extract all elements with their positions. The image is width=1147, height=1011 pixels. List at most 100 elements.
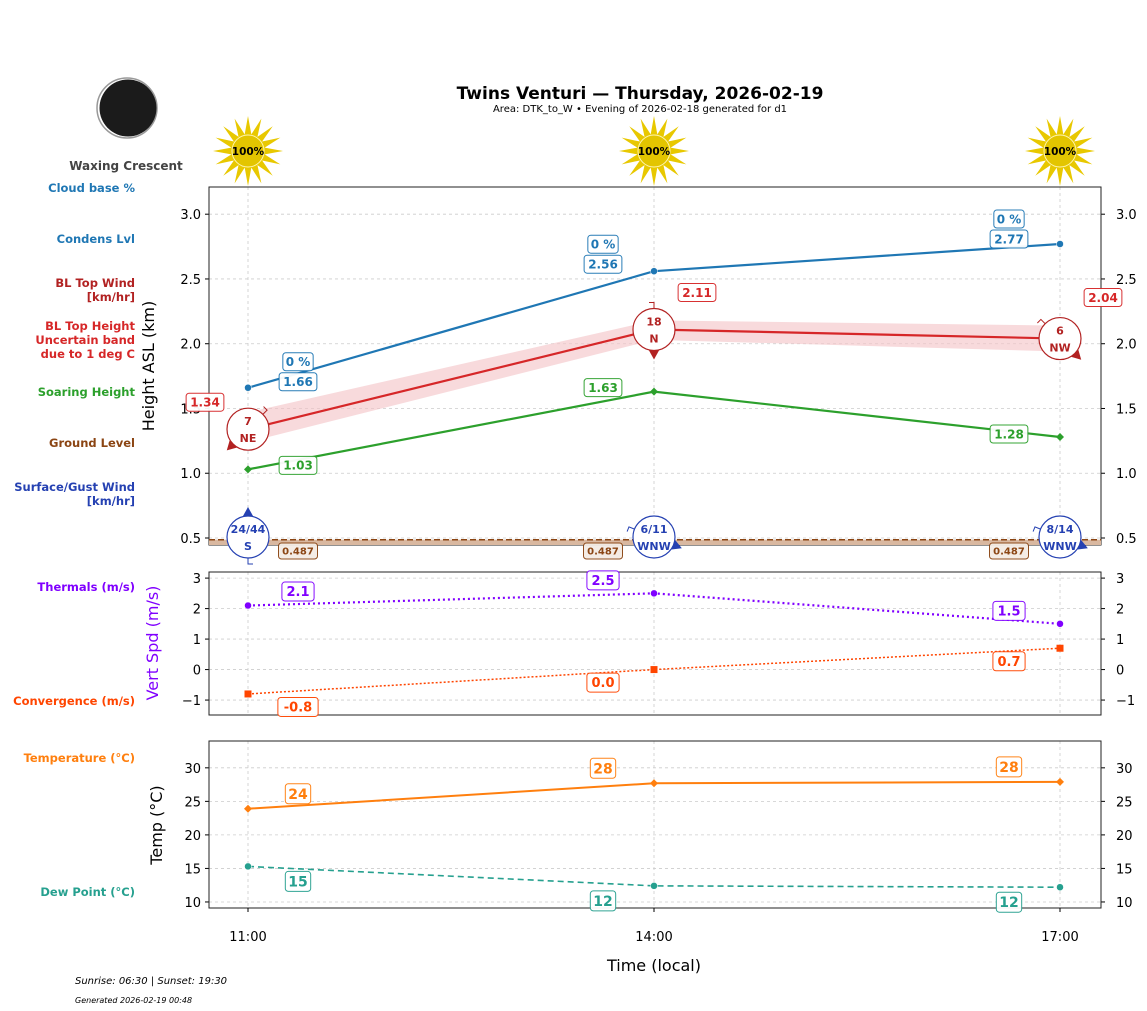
legend-label: Soaring Height [38,385,136,399]
wind-arrow-icon [1071,349,1082,360]
legend-label: Uncertain band [35,333,135,347]
x-axis-label: Time (local) [606,956,701,975]
condens-label: 1.66 [278,372,318,392]
y-axis-label: Temp (°C) [147,785,166,865]
cloud-base-label-text: 0 % [997,212,1022,226]
dew-point-label: 15 [284,870,312,892]
generated-time: Generated 2026-02-19 00:48 [75,996,192,1005]
convergence-label-text: 0.7 [997,655,1020,670]
wind-direction: NW [1049,342,1070,355]
y-tick-label: 10 [184,896,201,911]
y-tick-label-right: 3.0 [1116,208,1137,223]
temperature-label-text: 28 [593,761,612,777]
sun-percent-label: 100% [1044,146,1077,158]
convergence-label-text: -0.8 [284,701,312,716]
bl-top-label: 2.11 [677,282,717,302]
thermals-label-text: 2.5 [591,574,614,589]
cloud-base-label-box [282,352,314,372]
legend-label: Dew Point (°C) [40,885,135,899]
temperature-point [1056,777,1064,786]
legend-label: due to 1 deg C [41,347,135,361]
cloud-base-label-text: 0 % [591,238,616,252]
legend-label: Thermals (m/s) [37,580,135,594]
y-tick-label: 0.5 [180,532,201,547]
wind-circle [1038,316,1082,361]
x-tick-label: 14:00 [635,930,672,945]
convergence-label-box [992,651,1026,672]
condens-label-text: 2.77 [994,232,1024,246]
temperature-label-box [995,756,1023,778]
temperature-label-box [284,783,312,805]
ground-label: 0.487 [278,542,318,560]
sun-disc [1043,134,1077,168]
y-tick-label: 2 [193,603,201,618]
y-tick-label-right: 1.5 [1116,402,1137,417]
y-tick-label: 30 [184,762,201,777]
cloud-base-label: 0 % [993,209,1025,229]
sun-icon: 100% [213,116,283,186]
plot-frame [208,571,1102,716]
dew-point-label-box [284,870,312,892]
wind-circle [632,307,676,352]
y-tick-label-right: 2.0 [1116,338,1137,353]
ground-label-text: 0.487 [587,547,619,558]
y-tick-label-right: 3 [1116,572,1124,587]
thermals-label: 2.5 [586,570,620,591]
legend-label: Convergence (m/s) [13,694,135,708]
dew-point-label-text: 12 [593,894,612,910]
soaring-point [244,465,252,474]
soaring-label-box [583,378,623,398]
bl-top-label-box [185,392,225,412]
temperature-label-text: 24 [288,787,308,803]
legend-label: [km/hr] [87,494,135,508]
condens-label: 2.77 [989,229,1029,249]
soaring-label-box [989,424,1029,444]
surface-wind: 8/14 WNW [1032,515,1088,559]
temperature-label: 28 [995,756,1023,778]
y-tick-label: 1 [193,633,201,648]
cloud-base-label: 0 % [282,352,314,372]
wind-speed: 6 [1056,325,1064,338]
soaring-label-text: 1.03 [283,459,313,473]
x-tick-label: 17:00 [1041,930,1078,945]
y-tick-label-right: 30 [1116,762,1133,777]
convergence-point [1056,644,1064,652]
sun-icon: 100% [619,116,689,186]
legend-label: Temperature (°C) [24,751,135,765]
chart-subtitle: Area: DTK_to_W • Evening of 2026-02-18 g… [493,104,787,115]
legend-label: BL Top Wind [55,276,135,290]
temperature-label-text: 28 [999,760,1018,776]
wind-speed: 18 [646,315,661,328]
wind-arrow-icon [649,350,659,360]
ground-label-text: 0.487 [993,547,1025,558]
convergence-label: 0.7 [992,651,1026,672]
panel-3: 10 10 15 15 20 20 25 25 30 30 [184,740,1133,911]
legend-label: [km/hr] [87,290,135,304]
wind-barb-icon [247,558,253,565]
dew-point-label-text: 15 [288,874,307,890]
wind-direction: WNW [637,540,670,553]
dew-point-label-box [589,890,617,912]
soaring-label: 1.03 [278,455,318,475]
ground-label: 0.487 [583,542,623,560]
y-tick-label-right: 2.5 [1116,273,1137,288]
y-tick-label-right: 1 [1116,633,1124,648]
condens-label-box [989,229,1029,249]
chart-title: Twins Venturi — Thursday, 2026-02-19 [457,84,824,104]
wind-direction: S [244,540,252,553]
temperature-point [244,804,252,813]
moon-phase-label: Waxing Crescent [69,159,183,173]
ground-label-box [278,542,318,560]
ground-label-text: 0.487 [282,547,314,558]
y-tick-label: 0 [193,664,201,679]
cloud-base-label-box [587,234,619,254]
condens-label-box [278,372,318,392]
bl-top-wind: 7 NE [226,406,270,451]
legend-label: Ground Level [49,436,135,450]
cloud-base-label-box [993,209,1025,229]
thermals-label-text: 1.5 [997,605,1020,620]
wind-circle [226,515,270,559]
thermals-point [244,601,252,610]
soaring-label-text: 1.28 [994,427,1024,441]
